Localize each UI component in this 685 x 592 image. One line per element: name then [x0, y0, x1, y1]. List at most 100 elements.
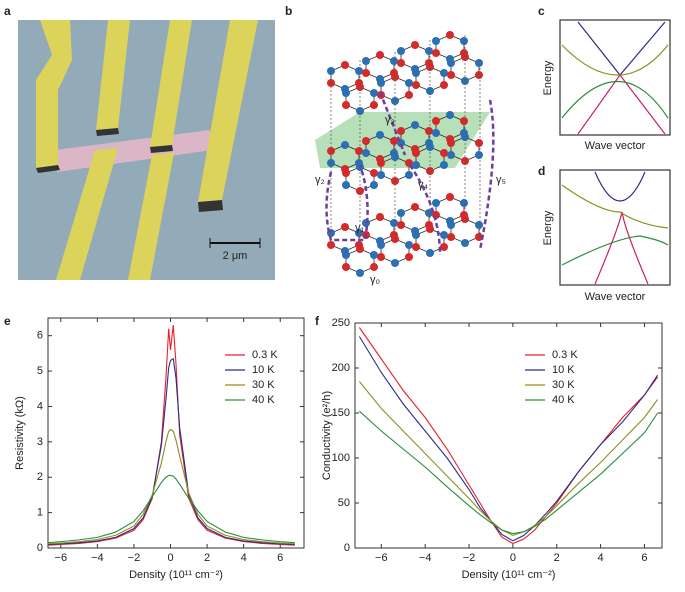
- x-tick-label: 0: [510, 552, 516, 564]
- plot-frame: [354, 322, 663, 549]
- atom: [376, 213, 384, 221]
- band-diagram: [559, 19, 671, 136]
- atom: [370, 101, 378, 109]
- atom: [341, 61, 349, 69]
- atom: [446, 193, 454, 201]
- atom: [426, 167, 434, 175]
- y-tick-label: 4: [37, 400, 43, 412]
- atom: [405, 171, 413, 179]
- y-tick-label: 200: [332, 362, 350, 374]
- hopping-label: γ₁: [355, 222, 365, 234]
- atom: [411, 41, 419, 49]
- atom: [342, 89, 350, 97]
- panel-label: c: [538, 4, 545, 18]
- atom: [460, 199, 468, 207]
- atom: [412, 243, 420, 251]
- data-line: [358, 327, 659, 545]
- atom: [327, 241, 335, 249]
- atom: [377, 171, 385, 179]
- legend-label: 40 K: [252, 394, 275, 406]
- legend-label: 40 K: [552, 394, 575, 406]
- y-tick-label: 100: [332, 452, 350, 464]
- atom: [426, 225, 434, 233]
- x-tick-label: −4: [91, 552, 104, 564]
- legend-label: 10 K: [552, 364, 575, 376]
- scale-bar-label: 2 μm: [223, 250, 248, 262]
- x-tick-label: 4: [241, 552, 247, 564]
- atom: [447, 59, 455, 67]
- plot-frame: [47, 317, 305, 549]
- x-tick-label: 2: [554, 552, 560, 564]
- hopping-label: γ₀: [370, 274, 380, 286]
- atom: [376, 131, 384, 139]
- hopping-label: γ₄: [418, 179, 429, 191]
- atom: [342, 263, 350, 271]
- atom: [426, 87, 434, 95]
- atom: [390, 137, 398, 145]
- atom: [355, 147, 363, 155]
- y-tick-label: 150: [332, 407, 350, 419]
- x-tick-label: −2: [463, 552, 476, 564]
- atom: [370, 263, 378, 271]
- data-line: [47, 428, 295, 545]
- atom: [397, 47, 405, 55]
- atom: [432, 37, 440, 45]
- atom: [376, 51, 384, 59]
- atom: [362, 137, 370, 145]
- atom: [460, 37, 468, 45]
- y-tick-label: 2: [37, 471, 43, 483]
- y-tick-label: 250: [332, 317, 350, 329]
- x-tick-label: 0: [167, 552, 173, 564]
- atom: [461, 215, 469, 223]
- x-tick-label: 2: [204, 552, 210, 564]
- x-tick-label: −4: [419, 552, 432, 564]
- x-axis-label: Density (10¹¹ cm⁻²): [129, 569, 223, 581]
- atom: [412, 81, 420, 89]
- data-line: [358, 336, 659, 542]
- legend-label: 30 K: [252, 379, 275, 391]
- atom: [412, 231, 420, 239]
- y-axis-label: Resistivity (kΩ): [14, 396, 26, 470]
- atom: [461, 239, 469, 247]
- atom: [446, 31, 454, 39]
- panel-label: e: [4, 314, 11, 328]
- panel-label: f: [315, 314, 320, 328]
- atom: [356, 187, 364, 195]
- atom: [391, 259, 399, 267]
- x-axis-label: Density (10¹¹ cm⁻²): [462, 569, 556, 581]
- y-axis-label: Energy: [542, 210, 554, 245]
- atom: [342, 169, 350, 177]
- atom: [426, 249, 434, 257]
- atom: [362, 69, 370, 77]
- y-tick-label: 0: [37, 542, 43, 554]
- atom: [342, 251, 350, 259]
- hopping-label: γ₂: [315, 174, 325, 186]
- atom: [440, 149, 448, 157]
- hopping-path: [478, 99, 495, 251]
- atom: [397, 221, 405, 229]
- y-tick-label: 3: [37, 436, 43, 448]
- atom: [440, 231, 448, 239]
- atom: [377, 79, 385, 87]
- atom: [412, 69, 420, 77]
- atom: [390, 57, 398, 65]
- x-tick-label: −6: [55, 552, 68, 564]
- atom: [405, 253, 413, 261]
- x-tick-label: −2: [128, 552, 141, 564]
- hopping-label: γ₃: [385, 114, 395, 126]
- y-tick-label: 0: [344, 542, 350, 554]
- atom: [447, 233, 455, 241]
- legend-label: 30 K: [552, 379, 575, 391]
- atom: [475, 71, 483, 79]
- atom: [390, 219, 398, 227]
- atom: [411, 121, 419, 129]
- atom: [475, 151, 483, 159]
- legend-label: 0.3 K: [552, 349, 578, 361]
- atom: [362, 149, 370, 157]
- atom: [355, 67, 363, 75]
- atom: [412, 149, 420, 157]
- atom: [475, 221, 483, 229]
- atom: [370, 169, 378, 177]
- atom: [405, 241, 413, 249]
